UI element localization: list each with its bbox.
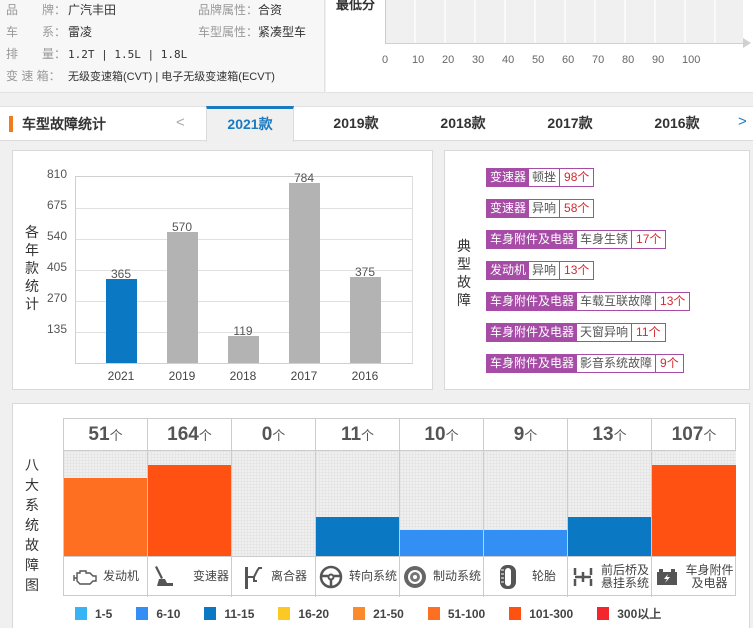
system-bar <box>652 465 736 556</box>
system-transmission[interactable]: 164个 变速器 <box>148 419 232 597</box>
tab-2018[interactable]: 2018款 <box>440 115 486 131</box>
score-label: 最低分 <box>336 0 376 12</box>
system-bar <box>484 530 567 556</box>
bar-2021[interactable] <box>106 279 137 363</box>
system-body-electrical[interactable]: 107个 车身附件 及电器 <box>652 419 736 597</box>
engine-icon <box>72 564 98 590</box>
system-bar <box>400 530 483 556</box>
bar-2019[interactable] <box>167 232 198 363</box>
bar-2017[interactable] <box>289 183 320 363</box>
axis-arrow-icon <box>743 38 751 48</box>
system-bar <box>316 517 399 556</box>
score-axis-ticks: 0 10 20 30 40 50 60 70 80 90 100 <box>382 54 701 66</box>
gear-shift-icon <box>150 564 176 590</box>
clutch-icon <box>240 564 266 590</box>
info-row-brand: 品 牌： 广汽丰田 品牌属性：合资 <box>6 3 283 17</box>
year-tab-bar: 车型故障统计 < 2021款 2019款 2018款 2017款 2016款 > <box>0 106 753 142</box>
year-chart-ylabel: 各 年 款 统 计 <box>25 224 39 312</box>
fault-item[interactable]: 变速器 异响 58个 <box>486 199 595 218</box>
system-tire[interactable]: 9个 轮胎 <box>484 419 568 597</box>
bar-2018[interactable] <box>228 336 259 363</box>
prev-arrow-icon[interactable]: < <box>176 114 185 131</box>
system-bar <box>64 478 147 556</box>
next-arrow-icon[interactable]: > <box>738 113 747 130</box>
system-steering[interactable]: 11个 转向系统 <box>316 419 400 597</box>
tire-icon <box>495 564 521 590</box>
score-chart: 最低分 0 0 10 20 30 40 50 60 70 80 90 100 <box>326 0 753 93</box>
legend-item: 300以上 <box>597 605 661 622</box>
tab-2021[interactable]: 2021款 <box>206 106 294 142</box>
tab-2019[interactable]: 2019款 <box>333 115 379 131</box>
tab-2016[interactable]: 2016款 <box>654 115 700 131</box>
legend-item: 16-20 <box>278 605 329 622</box>
eight-systems-label: 八 大 系 统 故 障 图 <box>25 457 39 593</box>
fault-item[interactable]: 车身附件及电器 影音系统故障 9个 <box>486 354 684 373</box>
system-engine[interactable]: 51个 发动机 <box>64 419 148 597</box>
eight-systems-panel: 八 大 系 统 故 障 图 51个 发动机 164个 <box>12 403 750 628</box>
info-row-series: 车 系： 雷凌 车型属性：紧凑型车 <box>6 25 307 39</box>
system-brake[interactable]: 10个 制动系统 <box>400 419 484 597</box>
score-plot-area <box>385 0 743 44</box>
fault-item[interactable]: 车身附件及电器 车载互联故障 13个 <box>486 292 691 311</box>
legend-item: 101-300 <box>509 605 573 622</box>
info-row-displacement: 排 量： 1.2T | 1.5L | 1.8L <box>6 47 188 61</box>
vehicle-info: 品 牌： 广汽丰田 品牌属性：合资 车 系： 雷凌 车型属性：紧凑型车 排 量： 1.2T… <box>0 0 325 93</box>
year-bar-chart: 365 570 119 784 375 2021 2019 2018 2017 … <box>75 171 413 383</box>
legend-item: 11-15 <box>204 605 254 622</box>
fault-item[interactable]: 变速器 顿挫 98个 <box>486 168 595 187</box>
system-bar <box>148 465 231 556</box>
legend-item: 1-5 <box>75 605 112 622</box>
brake-disc-icon <box>402 564 428 590</box>
bar-2016[interactable] <box>350 277 381 363</box>
system-axle-suspension[interactable]: 13个 前后桥及 悬挂系统 <box>568 419 652 597</box>
color-legend: 1-5 6-10 11-15 16-20 21-50 51-100 101-30… <box>75 605 685 622</box>
fault-item[interactable]: 车身附件及电器 车身生锈 17个 <box>486 230 667 249</box>
info-row-transmission: 变 速 箱： 无级变速箱(CVT) | 电子无级变速箱(ECVT) <box>6 69 275 83</box>
systems-grid: 51个 发动机 164个 变速器 0个 <box>63 418 736 597</box>
legend-item: 6-10 <box>136 605 180 622</box>
year-stats-panel: 各 年 款 统 计 810 675 540 405 270 135 365 57… <box>12 150 433 390</box>
fault-item[interactable]: 车身附件及电器 天窗异响 11个 <box>486 323 666 342</box>
tab-2017[interactable]: 2017款 <box>547 115 593 131</box>
section-title: 车型故障统计 <box>9 116 106 132</box>
steering-wheel-icon <box>318 564 344 590</box>
fault-item[interactable]: 发动机 异响 13个 <box>486 261 595 280</box>
typical-faults-label: 典 型 故 障 <box>457 238 471 308</box>
battery-icon <box>654 564 680 590</box>
axle-suspension-icon <box>570 564 596 590</box>
typical-faults-panel: 典 型 故 障 变速器 顿挫 98个 变速器 异响 58个 车身附件及电器 车身生锈 17个… <box>444 150 750 390</box>
system-bar <box>568 517 651 556</box>
system-clutch[interactable]: 0个 离合器 <box>232 419 316 597</box>
legend-item: 21-50 <box>353 605 404 622</box>
legend-item: 51-100 <box>427 605 485 622</box>
